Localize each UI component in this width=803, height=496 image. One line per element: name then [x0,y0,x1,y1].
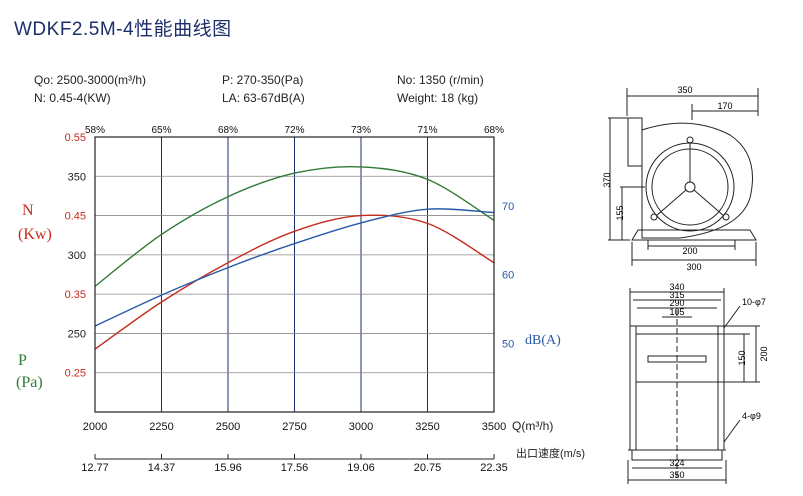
efficiency-tick-label: 58% [85,125,105,136]
power-curve [94,214,495,350]
holes-bottom-label: 4-φ9 [742,411,761,421]
dim-200v: 200 [759,346,769,361]
efficiency-tick-label: 65% [151,125,171,136]
dim-315: 315 [669,290,684,300]
front-view-drawing: 340 315 290 105 10-φ7 150 200 4-φ9 324 3… [627,282,769,484]
x-tick-label: 2250 [149,421,173,433]
x-tick-label: 3500 [482,421,506,433]
x-tick-label: 2750 [282,421,306,433]
side-view-drawing: 350 170 370 155 200 300 [602,85,759,272]
noise-axis-label: dB(A) [525,333,561,348]
pressure-axis-symbol: P [18,352,27,369]
efficiency-tick-label: 68% [218,125,238,136]
spec-pressure: P: 270-350(Pa) [222,73,304,87]
outlet-duct [627,117,643,167]
efficiency-tick-label: 71% [417,125,437,136]
power-axis-unit: (Kw) [18,226,52,243]
efficiency-tick-label: 68% [484,125,504,136]
chart-ticks: 2000 12.77 58% 2250 14.37 65% 2500 15.96 68% 2750… [65,125,515,474]
pressure-tick-label: 300 [68,250,86,262]
x-tick-label: 3000 [349,421,373,433]
dim-324: 324 [669,458,684,468]
pressure-tick-label: 350 [68,171,86,183]
velocity-tick-label: 14.37 [148,462,176,474]
x-tick-label: 3250 [415,421,439,433]
dim-350b: 350 [669,470,684,480]
dim-170: 170 [717,101,732,111]
holes-bottom-leader [723,419,741,443]
holes-top-leader [723,305,741,329]
scroll-housing [641,122,753,239]
page-title: WDKF2.5M-4性能曲线图 [14,19,232,40]
velocity-tick-label: 17.56 [281,462,309,474]
efficiency-tick-label: 72% [284,125,304,136]
power-tick-label: 0.25 [65,368,86,380]
holes-top-label: 10-φ7 [742,297,766,307]
x-tick-label: 2000 [83,421,107,433]
spec-power: N: 0.45-4(KW) [34,91,111,105]
dim-300: 300 [686,262,701,272]
hub [684,181,696,193]
pressure-curve [94,165,495,287]
power-tick-label: 0.45 [65,211,86,223]
spec-weight: Weight: 18 (kg) [397,91,479,105]
plot-frame [94,136,495,413]
dim-150: 150 [737,350,747,365]
pressure-tick-label: 250 [68,328,86,340]
power-tick-label: 0.55 [65,132,86,144]
dim-290: 290 [669,298,684,308]
noise-tick-label: 50 [502,338,514,350]
bolt-right [722,213,730,221]
velocity-tick-label: 20.75 [414,462,442,474]
spoke-right [693,189,725,217]
x-tick-label: 2500 [216,421,240,433]
velocity-tick-label: 19.06 [347,462,375,474]
noise-curve [94,208,495,327]
dim-155: 155 [615,205,625,220]
efficiency-tick-label: 73% [351,125,371,136]
front-base [631,449,723,461]
velocity-axis-label: 出口速度(m/s) [516,448,586,460]
velocity-tick-label: 22.35 [480,462,508,474]
flow-axis-label: Q(m³/h) [512,419,554,433]
dim-105: 105 [669,307,684,317]
velocity-tick-label: 12.77 [81,462,109,474]
bolt-top [686,136,694,144]
spec-noise: LA: 63-67dB(A) [222,91,305,105]
power-axis-symbol: N [22,202,34,219]
base-plate [631,229,757,241]
dim-370: 370 [602,172,612,187]
velocity-tick-label: 15.96 [214,462,242,474]
noise-tick-label: 60 [502,270,514,282]
noise-tick-label: 70 [502,201,514,213]
spec-speed: No: 1350 (r/min) [397,73,484,87]
dim-350: 350 [677,85,692,95]
dim-340: 340 [669,282,684,292]
power-tick-label: 0.35 [65,289,86,301]
dim-200: 200 [682,246,697,256]
chart-grid [95,136,494,412]
chart-curves [94,165,495,350]
pressure-axis-unit: (Pa) [16,374,43,391]
bolt-left [650,213,658,221]
spoke-left [655,189,687,217]
spec-flow: Qo: 2500-3000(m³/h) [34,73,147,87]
